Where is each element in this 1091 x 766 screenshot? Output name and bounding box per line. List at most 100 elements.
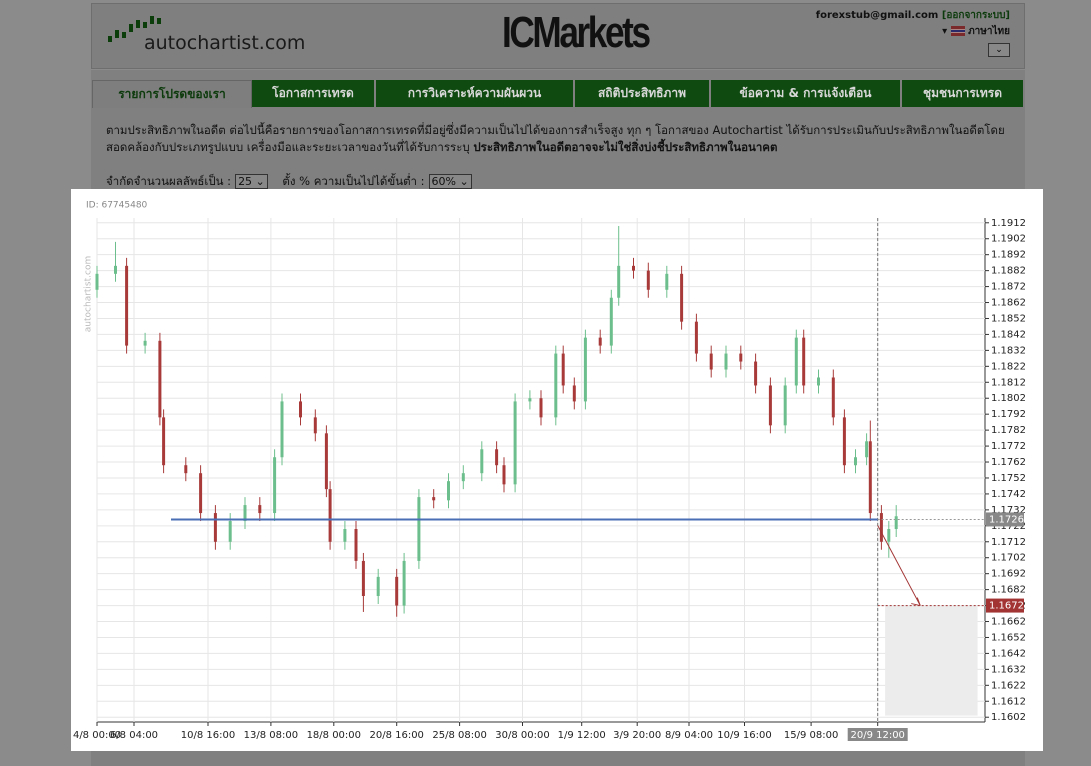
candle-body — [739, 353, 743, 362]
candle-body — [361, 560, 365, 596]
candle-body — [447, 481, 450, 501]
intro-emphasis: ประสิทธิภาพในอดีตอาจจะไม่ใช่สิ่งบ่งชี้ปร… — [473, 140, 778, 154]
autochartist-logo — [106, 14, 166, 48]
y-tick-label: 1.1832 — [991, 345, 1026, 356]
prob-value: 60% — [431, 175, 456, 188]
candle-body — [299, 401, 302, 418]
logout-link[interactable]: [ออกจากระบบ] — [941, 10, 1010, 21]
y-tick-label: 1.1862 — [991, 298, 1026, 309]
y-tick-label: 1.1622 — [991, 680, 1026, 691]
candle-body — [632, 265, 635, 271]
candle-body — [376, 576, 380, 596]
y-tick-label: 1.1782 — [991, 425, 1026, 436]
limit-select[interactable]: 25 ⌄ — [235, 174, 268, 189]
x-tick-label: 15/9 08:00 — [784, 730, 838, 741]
y-tick-label: 1.1762 — [991, 457, 1026, 468]
candle-body — [794, 337, 798, 386]
candle-body — [879, 513, 883, 542]
account: forexstub@gmail.com [ออกจากระบบ] — [816, 8, 1010, 23]
candle-body — [395, 576, 399, 606]
tab[interactable]: ชุมชนการเทรด — [902, 80, 1023, 107]
candle-body — [95, 273, 99, 290]
prob-select[interactable]: 60% ⌄ — [428, 174, 472, 189]
y-tick-label: 1.1872 — [991, 282, 1026, 293]
arrow-head — [911, 597, 921, 607]
broker-logo: ICMarkets — [502, 8, 651, 57]
candle-body — [572, 385, 576, 402]
candle-body — [502, 465, 506, 485]
candle-body — [865, 441, 869, 458]
candle-body — [598, 337, 602, 346]
logo-bars — [108, 16, 161, 42]
email: forexstub@gmail.com — [815, 10, 939, 21]
x-tick-label: 13/8 08:00 — [244, 730, 298, 741]
dropdown[interactable]: ⌄ — [988, 43, 1010, 57]
candle-body — [802, 337, 806, 386]
y-tick-label: 1.1772 — [991, 441, 1026, 452]
candle-body — [680, 273, 684, 322]
y-tick-label: 1.1742 — [991, 489, 1026, 500]
candle-body — [894, 516, 898, 530]
candle-body — [354, 529, 358, 561]
candle-body — [143, 340, 147, 346]
grid — [96, 218, 985, 722]
candle-body — [402, 560, 406, 606]
candle-body — [768, 385, 772, 426]
tab[interactable]: สถิติประสิทธิภาพ — [575, 80, 709, 107]
target-label: 1.1672 — [989, 601, 1024, 612]
candle-body — [609, 297, 613, 346]
target-label-bg — [986, 598, 1024, 613]
price-label-bg — [986, 512, 1024, 527]
y-tick-label: 1.1892 — [991, 250, 1026, 261]
candle-body — [561, 353, 565, 386]
candle-body — [583, 337, 587, 402]
tab[interactable]: การวิเคราะห์ความผันผวน — [376, 80, 573, 107]
candle-body — [114, 265, 117, 274]
y-tick-label: 1.1692 — [991, 569, 1026, 580]
y-tick-label: 1.1852 — [991, 313, 1026, 324]
autochartist-text: autochartist.com — [144, 32, 306, 54]
candle-body — [528, 398, 532, 402]
tab[interactable]: รายการโปรดของเรา — [92, 80, 252, 108]
x-tick-label: 20/8 16:00 — [369, 730, 423, 741]
x-tick-label: 30/8 00:00 — [495, 730, 549, 741]
candle-body — [313, 417, 317, 434]
candle-body — [324, 433, 328, 490]
candle-body — [228, 521, 232, 542]
candle-body — [617, 265, 621, 298]
x-tick-label: 25/8 08:00 — [432, 730, 486, 741]
intro: ตามประสิทธิภาพในอดีต ต่อไปนี้คือรายการขอ… — [106, 122, 1016, 156]
candle-body — [709, 353, 713, 370]
candle-body — [495, 449, 499, 466]
candle-body — [432, 497, 436, 501]
candle-body — [694, 321, 698, 354]
candle-body — [258, 505, 262, 514]
candle-body — [343, 529, 347, 542]
y-tick-label: 1.1792 — [991, 409, 1026, 420]
limit-value: 25 — [238, 175, 253, 188]
candle-body — [199, 473, 203, 514]
y-tick-label: 1.1732 — [991, 505, 1026, 516]
x-tick-label: 1/9 12:00 — [558, 730, 606, 741]
tab[interactable]: ข้อความ & การแจ้งเตือน — [711, 80, 900, 107]
candle-body — [868, 441, 872, 514]
intro-text: ตามประสิทธิภาพในอดีต ต่อไปนี้คือรายการขอ… — [106, 123, 1005, 154]
filters: จำกัดจำนวนผลลัพธ์เป็น :25 ⌄ ตั้ง % ความเ… — [106, 173, 472, 191]
y-tick-label: 1.1842 — [991, 329, 1026, 340]
candle-body — [328, 489, 332, 542]
candle-body — [461, 473, 465, 482]
chart-modal: ID: 67745480 autochartist.com 1.1602 1.16… — [71, 189, 1043, 751]
y-tick-label: 1.1652 — [991, 632, 1026, 643]
x-tick-label: 20/9 12:00 — [850, 730, 904, 741]
tab[interactable]: โอกาสการเทรด — [252, 80, 374, 107]
y-tick-label: 1.1662 — [991, 617, 1026, 628]
candle-body — [125, 265, 129, 346]
candle-body — [158, 340, 162, 418]
candle-body — [646, 270, 650, 290]
y-tick-label: 1.1822 — [991, 361, 1026, 372]
language-select[interactable]: ▾ ภาษาไทย — [942, 26, 1010, 37]
x-tick-label: 10/9 16:00 — [717, 730, 771, 741]
x-tick-label: 4/8 00:00 — [73, 730, 121, 741]
candle-body — [754, 361, 758, 386]
prob-label: ตั้ง % ความเป็นไปได้ขั้นต่ำ : — [282, 174, 425, 188]
